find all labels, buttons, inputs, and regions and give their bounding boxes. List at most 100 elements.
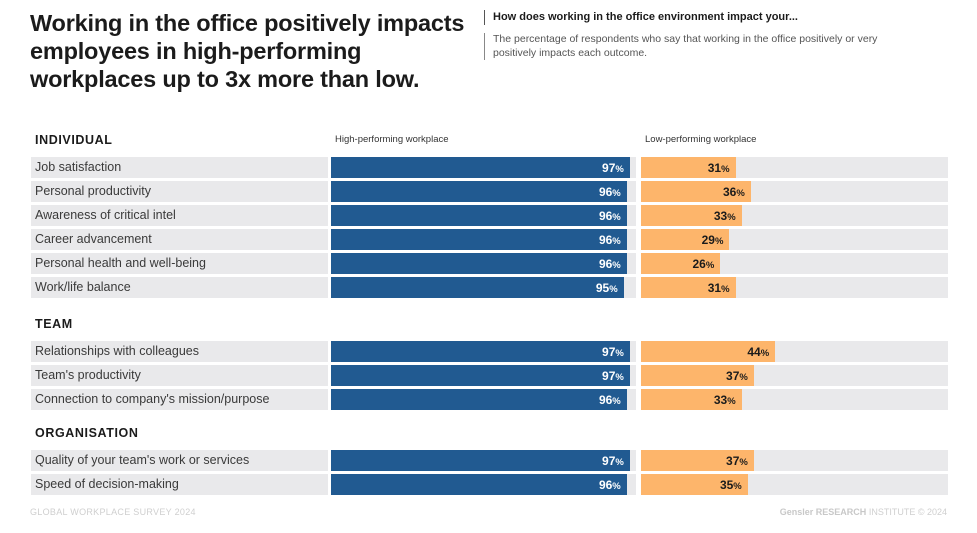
high-value-label: 96% <box>599 474 621 498</box>
high-track: 96% <box>331 205 636 226</box>
row-label: Quality of your team's work or services <box>31 450 328 471</box>
high-track: 96% <box>331 181 636 202</box>
low-value-number: 35 <box>719 478 734 492</box>
low-value-unit: % <box>760 348 770 359</box>
low-performing-bar: 44% <box>641 341 776 362</box>
row-label: Relationships with colleagues <box>31 341 328 362</box>
low-value-unit: % <box>736 188 745 199</box>
high-value-number: 96 <box>598 393 613 407</box>
low-value-unit: % <box>733 481 742 492</box>
high-value-number: 95 <box>595 281 610 295</box>
low-track: 37% <box>641 450 948 471</box>
chart-question: How does working in the office environme… <box>484 10 894 25</box>
high-value-unit: % <box>612 260 621 271</box>
high-track: 97% <box>331 341 636 362</box>
high-track: 97% <box>331 450 636 471</box>
low-value-unit: % <box>727 396 736 407</box>
low-track: 31% <box>641 277 948 298</box>
high-track: 97% <box>331 157 636 178</box>
high-value-label: 96% <box>599 389 621 413</box>
high-track: 96% <box>331 253 636 274</box>
low-value-number: 31 <box>707 161 722 175</box>
high-performing-bar: 95% <box>331 277 624 298</box>
high-value-label: 97% <box>602 157 624 181</box>
low-value-number: 31 <box>707 281 722 295</box>
low-performing-bar: 26% <box>641 253 721 277</box>
high-track: 96% <box>331 389 636 410</box>
footer-credit: Gensler RESEARCH INSTITUTE © 2024 <box>780 507 947 517</box>
low-track: 44% <box>641 341 948 362</box>
high-track: 96% <box>331 229 636 250</box>
high-value-label: 96% <box>599 205 621 229</box>
low-performing-bar: 33% <box>641 205 742 226</box>
high-track: 95% <box>331 277 636 298</box>
row-label: Personal health and well-being <box>31 253 328 274</box>
low-performing-bar: 36% <box>641 181 751 202</box>
low-value-label: 36% <box>723 181 745 205</box>
high-value-unit: % <box>612 236 621 247</box>
high-performing-bar: 97% <box>331 365 630 386</box>
low-value-unit: % <box>721 164 730 175</box>
low-track: 31% <box>641 157 948 178</box>
low-value-unit: % <box>705 260 715 271</box>
high-value-label: 96% <box>599 181 621 205</box>
low-value-number: 33 <box>713 393 728 407</box>
low-value-label: 26% <box>692 253 714 277</box>
high-value-unit: % <box>615 372 624 383</box>
high-value-number: 96 <box>598 478 613 492</box>
high-value-unit: % <box>615 348 624 359</box>
footer-institute: INSTITUTE <box>868 507 916 517</box>
high-value-label: 97% <box>602 341 624 365</box>
low-track: 33% <box>641 389 948 410</box>
low-value-number: 29 <box>701 233 715 247</box>
low-performing-bar: 35% <box>641 474 748 495</box>
high-value-unit: % <box>612 396 621 407</box>
high-performing-bar: 96% <box>331 205 627 226</box>
low-track: 35% <box>641 474 948 495</box>
low-value-unit: % <box>739 457 748 468</box>
high-performing-bar: 96% <box>331 253 627 274</box>
low-track: 33% <box>641 205 948 226</box>
chart-row: Team's productivity 97% 37% <box>31 365 948 386</box>
low-performing-bar: 31% <box>641 157 736 178</box>
low-performing-bar: 37% <box>641 450 754 471</box>
high-value-number: 96 <box>598 233 613 247</box>
row-label: Speed of decision-making <box>31 474 328 495</box>
low-value-number: 37 <box>726 454 740 468</box>
high-performing-bar: 96% <box>331 229 627 250</box>
chart-title: Working in the office positively impacts… <box>30 10 465 92</box>
section-title-team: TEAM <box>35 317 73 331</box>
low-value-number: 26 <box>692 257 706 271</box>
high-value-label: 96% <box>599 253 621 277</box>
section-title-individual: INDIVIDUAL <box>35 133 113 147</box>
row-label: Connection to company's mission/purpose <box>31 389 328 410</box>
high-performing-bar: 96% <box>331 474 627 495</box>
high-value-number: 96 <box>598 185 613 199</box>
section-title-organisation: ORGANISATION <box>35 426 139 440</box>
row-label: Team's productivity <box>31 365 328 386</box>
high-value-number: 97 <box>602 161 616 175</box>
chart-description: The percentage of respondents who say th… <box>484 33 894 60</box>
high-performing-bar: 97% <box>331 157 630 178</box>
chart-row: Quality of your team's work or services 9… <box>31 450 948 471</box>
low-value-number: 36 <box>722 185 737 199</box>
low-value-unit: % <box>739 372 748 383</box>
low-value-number: 33 <box>713 209 728 223</box>
low-performing-bar: 29% <box>641 229 730 250</box>
low-track: 26% <box>641 253 948 274</box>
low-performing-bar: 37% <box>641 365 754 386</box>
low-value-label: 31% <box>708 157 730 181</box>
chart-row: Job satisfaction 97% 31% <box>31 157 948 178</box>
low-performing-bar: 31% <box>641 277 736 298</box>
low-value-label: 33% <box>714 205 736 229</box>
low-value-number: 44 <box>747 345 761 359</box>
low-track: 29% <box>641 229 948 250</box>
low-value-unit: % <box>727 212 736 223</box>
low-track: 36% <box>641 181 948 202</box>
chart-row: Awareness of critical intel 96% 33% <box>31 205 948 226</box>
chart-row: Speed of decision-making 96% 35% <box>31 474 948 495</box>
high-value-unit: % <box>615 164 624 175</box>
footer-copyright: © 2024 <box>917 507 947 517</box>
row-label: Job satisfaction <box>31 157 328 178</box>
chart-row: Personal productivity 96% 36% <box>31 181 948 202</box>
